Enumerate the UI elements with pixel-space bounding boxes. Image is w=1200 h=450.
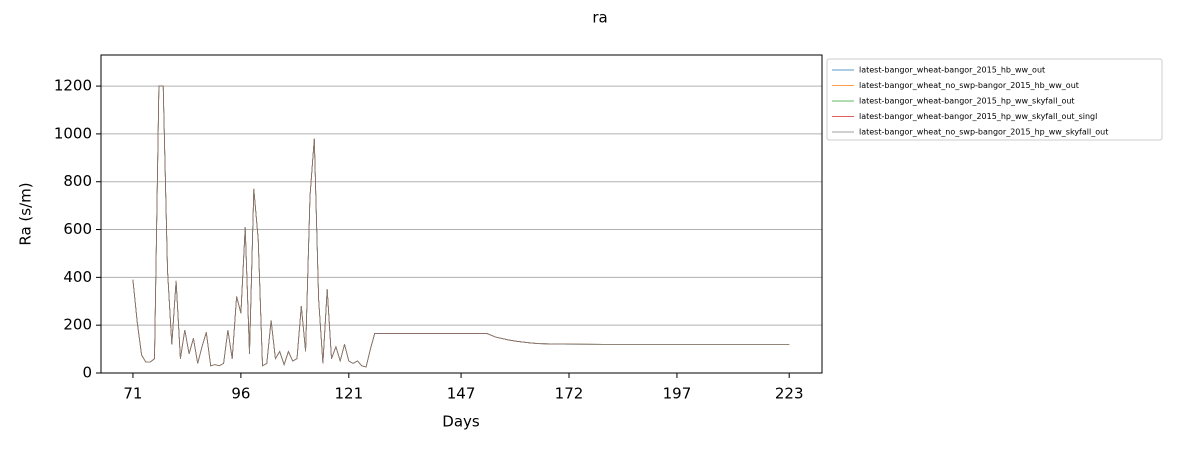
x-axis-label: Days <box>442 413 480 431</box>
y-tick-label: 800 <box>63 172 92 190</box>
plot-frame <box>100 54 823 374</box>
y-tick-label: 600 <box>63 220 92 238</box>
legend-box <box>826 58 1163 141</box>
legend-label: latest-bangor_wheat-bangor_2015_hp_ww_sk… <box>859 97 1075 106</box>
legend-label: latest-bangor_wheat-bangor_2015_hp_ww_sk… <box>859 112 1097 121</box>
y-tick-label: 1000 <box>54 124 92 142</box>
x-tick-label: 172 <box>555 385 584 403</box>
y-tick-label: 400 <box>63 268 92 286</box>
legend-label: latest-bangor_wheat_no_swp-bangor_2015_h… <box>859 128 1108 137</box>
x-tick-label: 147 <box>447 385 476 403</box>
y-tick-label: 1200 <box>54 77 92 95</box>
x-tick-label: 197 <box>663 385 692 403</box>
x-tick-label: 223 <box>775 385 804 403</box>
legend-label: latest-bangor_wheat_no_swp-bangor_2015_h… <box>859 81 1079 90</box>
x-tick-label: 96 <box>231 385 250 403</box>
chart-title: ra <box>592 9 607 27</box>
y-tick-label: 200 <box>63 316 92 334</box>
y-tick-label: 0 <box>82 364 92 382</box>
series-line <box>132 85 790 368</box>
x-tick-label: 71 <box>123 385 142 403</box>
y-axis-label: Ra (s/m) <box>17 182 35 245</box>
x-tick-label: 121 <box>334 385 363 403</box>
legend-label: latest-bangor_wheat-bangor_2015_hb_ww_ou… <box>859 66 1045 75</box>
